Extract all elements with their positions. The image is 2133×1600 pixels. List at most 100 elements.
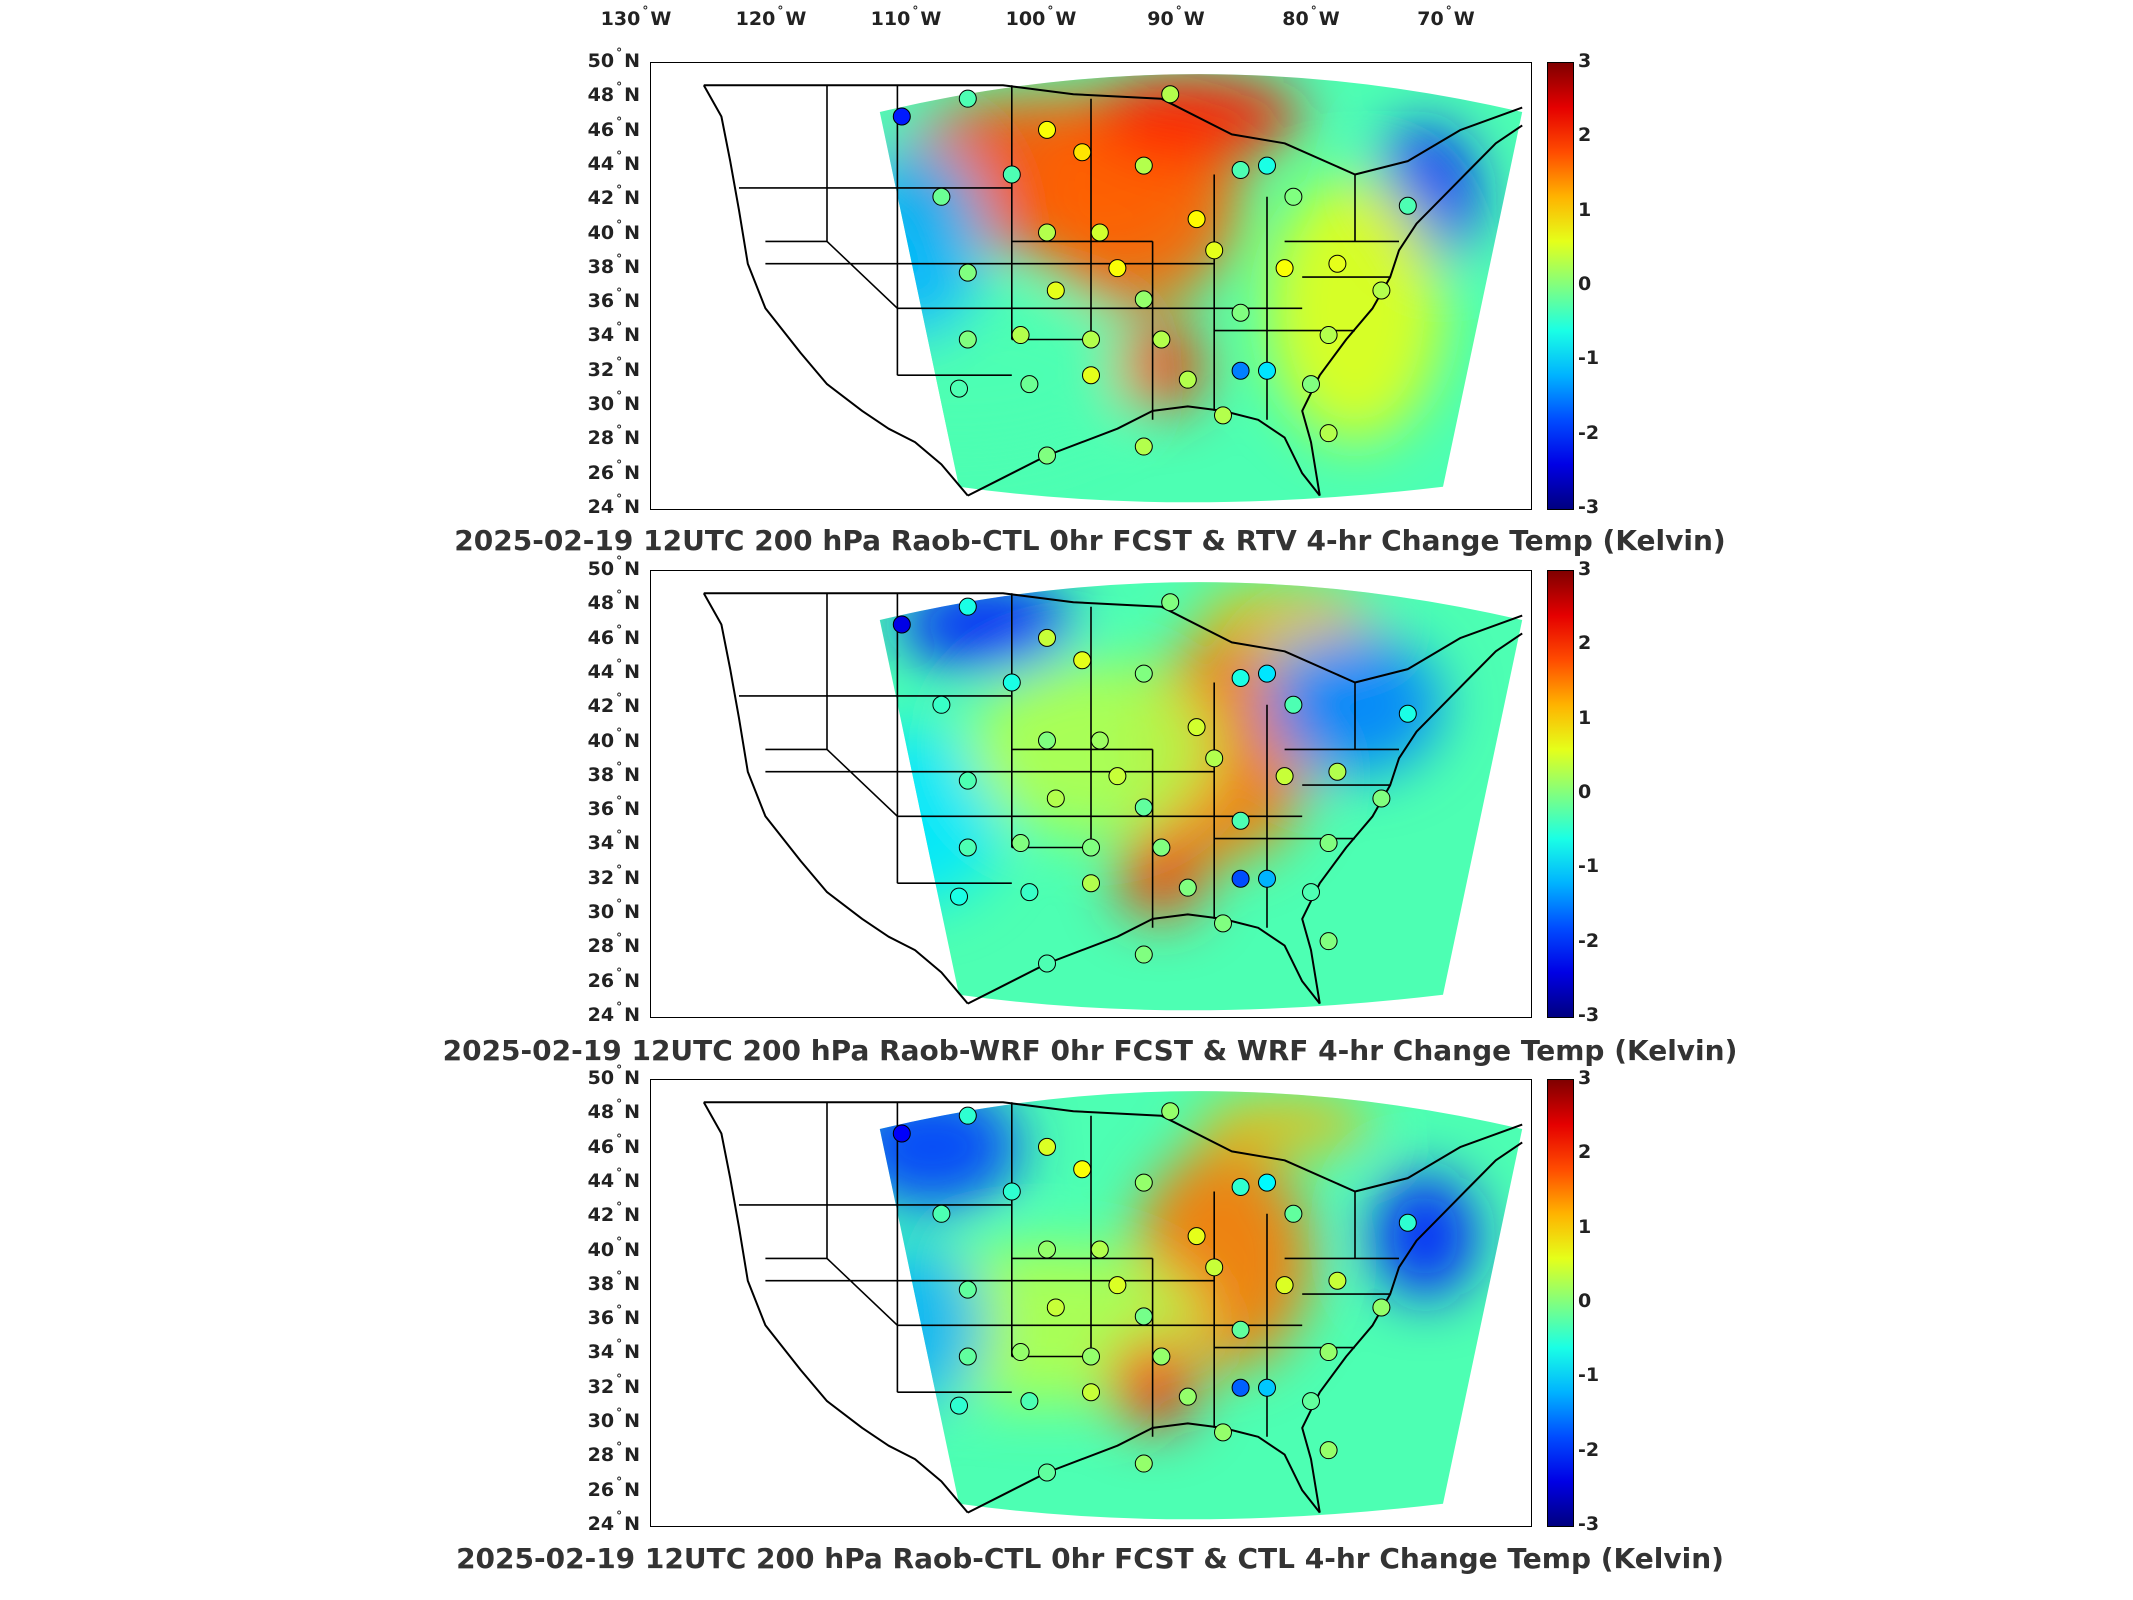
raob-station-marker — [1038, 1137, 1056, 1156]
map-svg — [702, 1091, 1523, 1520]
colorbar-tick-label: 1 — [1578, 1215, 1592, 1238]
raob-station-marker — [1011, 834, 1030, 853]
latitude-label: 24 ° N — [587, 1509, 640, 1535]
raob-station-marker — [1284, 1204, 1303, 1223]
raob-station-marker — [1161, 593, 1180, 612]
raob-station-marker — [1108, 767, 1127, 786]
raob-station-marker — [1002, 673, 1021, 692]
raob-station-marker — [1284, 187, 1303, 206]
map-svg — [702, 74, 1523, 503]
latitude-label: 32 ° N — [587, 1371, 640, 1398]
latitude-label: 24 ° N — [587, 1000, 640, 1026]
raob-station-marker — [1231, 161, 1250, 180]
raob-station-marker — [1319, 1343, 1338, 1362]
latitude-label: 34 ° N — [587, 828, 640, 855]
latitude-label: 40 ° N — [587, 725, 640, 752]
colorbar-tick-label: -3 — [1578, 1513, 1600, 1535]
latitude-label: 38 ° N — [587, 759, 640, 786]
raob-station-marker — [1020, 883, 1039, 902]
raob-station-marker — [1258, 1378, 1276, 1397]
raob-station-marker — [958, 771, 977, 790]
raob-station-marker — [1046, 789, 1065, 808]
raob-station-marker — [1134, 156, 1153, 175]
longitude-label: 90 ° W — [1147, 4, 1205, 30]
colorbar-tick-label: 2 — [1578, 632, 1592, 655]
latitude-label: 30 ° N — [587, 389, 640, 416]
latitude-label: 42 ° N — [587, 183, 640, 210]
raob-station-marker — [1328, 762, 1347, 781]
raob-station-marker — [1275, 259, 1294, 278]
raob-station-marker — [1231, 669, 1250, 688]
state-borders — [702, 592, 1523, 1005]
latitude-label: 40 ° N — [587, 1234, 640, 1261]
latitude-label: 36 ° N — [587, 286, 640, 313]
latitude-label: 44 ° N — [587, 656, 640, 683]
raob-station-marker — [1214, 1423, 1232, 1442]
raob-station-marker — [1134, 290, 1153, 309]
raob-station-marker — [958, 1280, 977, 1299]
latitude-label: 48 ° N — [587, 588, 640, 615]
raob-station-marker — [1328, 254, 1347, 273]
raob-station-marker — [1108, 1276, 1127, 1295]
colorbar-tick-label: 0 — [1578, 781, 1592, 803]
raob-station-marker — [1302, 1392, 1320, 1411]
raob-station-marker — [1082, 330, 1100, 349]
raob-station-marker — [958, 89, 977, 108]
raob-station-marker — [1187, 210, 1206, 229]
longitude-label: 100 ° W — [1005, 4, 1077, 30]
raob-station-marker — [1214, 406, 1232, 425]
raob-station-marker — [958, 838, 977, 857]
colorbar-tick-label: 0 — [1578, 1290, 1592, 1312]
raob-station-marker — [1231, 869, 1250, 888]
raob-station-marker — [1011, 1343, 1030, 1362]
raob-station-marker — [1152, 1347, 1171, 1366]
raob-station-marker — [1372, 789, 1391, 808]
raob-station-marker — [1038, 1463, 1056, 1482]
colorbar — [1547, 1079, 1574, 1527]
latitude-label: 40 ° N — [587, 217, 640, 244]
map-panel — [650, 62, 1532, 510]
colorbar-tick-label: 2 — [1578, 1141, 1592, 1164]
raob-station-marker — [1038, 120, 1056, 139]
raob-station-marker — [1258, 869, 1276, 888]
raob-station-marker — [950, 1396, 968, 1415]
colorbar-tick-label: 3 — [1578, 1067, 1592, 1089]
state-borders — [702, 1101, 1523, 1514]
colorbar-tick-label: -1 — [1578, 347, 1600, 370]
colorbar-tick-label: 0 — [1578, 273, 1592, 295]
raob-station-marker — [1319, 932, 1338, 951]
panel-title: 2025-02-19 12UTC 200 hPa Raob-CTL 0hr FC… — [454, 524, 1726, 557]
raob-station-marker — [1275, 767, 1294, 786]
latitude-label: 46 ° N — [587, 622, 640, 649]
longitude-label: 110 ° W — [870, 4, 942, 30]
raob-station-marker — [1038, 628, 1056, 647]
latitude-label: 26 ° N — [587, 965, 640, 992]
latitude-label: 48 ° N — [587, 80, 640, 107]
raob-station-marker — [1090, 731, 1109, 750]
raob-station-marker — [1134, 1307, 1153, 1326]
colorbar-tick-label: 3 — [1578, 50, 1592, 72]
latitude-label: 24 ° N — [587, 492, 640, 518]
raob-station-marker — [1038, 954, 1056, 973]
raob-station-marker — [1284, 695, 1303, 714]
raob-station-marker — [958, 330, 977, 349]
raob-station-marker — [1258, 156, 1276, 175]
map-panel — [650, 1079, 1532, 1527]
latitude-label: 38 ° N — [587, 251, 640, 278]
latitude-label: 34 ° N — [587, 1337, 640, 1364]
raob-station-marker — [1134, 1173, 1153, 1192]
colorbar — [1547, 62, 1574, 510]
colorbar-tick-label: -2 — [1578, 1438, 1600, 1461]
latitude-label: 50 ° N — [587, 46, 640, 72]
raob-station-marker — [1231, 1178, 1250, 1197]
latitude-label: 36 ° N — [587, 1303, 640, 1330]
raob-station-marker — [1398, 704, 1417, 723]
raob-station-marker — [1152, 838, 1171, 857]
latitude-label: 28 ° N — [587, 423, 640, 450]
raob-station-marker — [1178, 878, 1197, 897]
colorbar-tick-label: -3 — [1578, 496, 1600, 518]
raob-station-marker — [1134, 664, 1153, 683]
raob-station-marker — [892, 615, 911, 634]
colorbar-tick-label: -1 — [1578, 855, 1600, 878]
raob-station-marker — [1020, 375, 1039, 394]
